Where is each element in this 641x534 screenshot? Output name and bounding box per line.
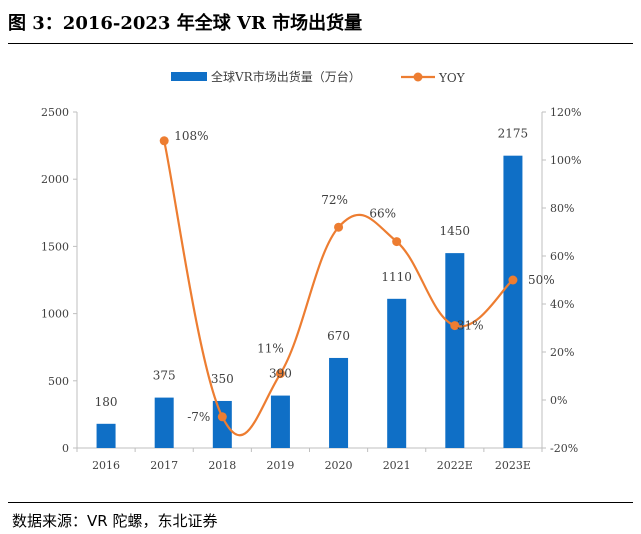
legend: 全球VR市场出货量（万台） YOY — [171, 69, 466, 85]
bar — [96, 423, 116, 448]
yoy-point — [275, 369, 285, 379]
bar-value-label: 180 — [95, 395, 118, 409]
right-tick-label: 40% — [550, 298, 574, 311]
yoy-value-label: -7% — [187, 410, 210, 424]
x-tick-label: 2018 — [208, 459, 236, 472]
left-tick-label: 1000 — [41, 308, 69, 321]
x-tick-label: 2017 — [150, 459, 178, 472]
left-tick-label: 1500 — [41, 240, 69, 253]
x-tick-label: 2019 — [266, 459, 294, 472]
bar-value-label: 375 — [153, 369, 176, 383]
right-tick-label: 100% — [550, 154, 581, 167]
x-tick-label: 2022E — [437, 459, 473, 472]
bar — [387, 298, 407, 448]
bar-value-label: 1450 — [440, 224, 471, 238]
left-tick-label: 2000 — [41, 173, 69, 186]
figure-title: 图 3：2016-2023 年全球 VR 市场出货量 — [8, 13, 363, 34]
yoy-value-label: 31% — [457, 319, 484, 333]
bar — [329, 357, 349, 448]
bar — [503, 155, 523, 448]
bar-value-label: 1110 — [381, 270, 412, 284]
bar — [445, 253, 465, 448]
source-note: 数据来源：VR 陀螺，东北证券 — [12, 512, 218, 530]
bar-value-label: 670 — [327, 329, 350, 343]
right-tick-label: 80% — [550, 202, 574, 215]
yoy-point — [217, 412, 227, 422]
right-tick-label: 60% — [550, 250, 574, 263]
yoy-point — [334, 222, 344, 232]
legend-line-label: YOY — [438, 71, 466, 85]
bottom-rule — [8, 502, 633, 503]
bar — [154, 397, 174, 448]
yoy-point — [392, 237, 402, 247]
bar-series — [96, 155, 523, 448]
x-tick-label: 2023E — [495, 459, 531, 472]
bar-value-label: 2175 — [498, 127, 529, 141]
left-tick-label: 2500 — [41, 106, 69, 119]
right-tick-label: 20% — [550, 346, 574, 359]
x-tick-label: 2020 — [325, 459, 353, 472]
legend-bar-label: 全球VR市场出货量（万台） — [211, 69, 361, 84]
legend-line-marker — [413, 72, 423, 82]
yoy-line — [163, 140, 514, 437]
right-tick-label: 120% — [550, 106, 581, 119]
yoy-point — [450, 321, 460, 331]
axes: 0 500 1000 1500 2000 2500 -20% 0% 20% 40% 60% 80% 10… — [41, 106, 581, 472]
yoy-value-label: 50% — [528, 273, 555, 287]
bar-value-label: 390 — [269, 367, 292, 381]
yoy-point — [159, 136, 169, 146]
yoy-value-label: 108% — [174, 129, 208, 143]
right-tick-label: -20% — [550, 442, 578, 455]
top-rule — [8, 43, 633, 44]
bar-value-label: 350 — [211, 372, 234, 386]
x-tick-label: 2016 — [92, 459, 120, 472]
yoy-point — [508, 275, 518, 285]
bar — [212, 400, 232, 448]
right-tick-label: 0% — [550, 394, 567, 407]
x-tick-label: 2021 — [383, 459, 411, 472]
yoy-value-label: 66% — [369, 207, 396, 221]
left-tick-label: 0 — [62, 442, 69, 455]
yoy-value-label: 11% — [257, 342, 284, 356]
left-tick-label: 500 — [48, 375, 69, 388]
bar — [270, 395, 290, 448]
data-labels: 180 375 350 390 670 1110 1450 2175 108% -7% 11% 72%… — [95, 127, 555, 424]
legend-bar-swatch — [171, 72, 207, 81]
yoy-value-label: 72% — [321, 193, 348, 207]
yoy-line-series — [159, 136, 518, 437]
